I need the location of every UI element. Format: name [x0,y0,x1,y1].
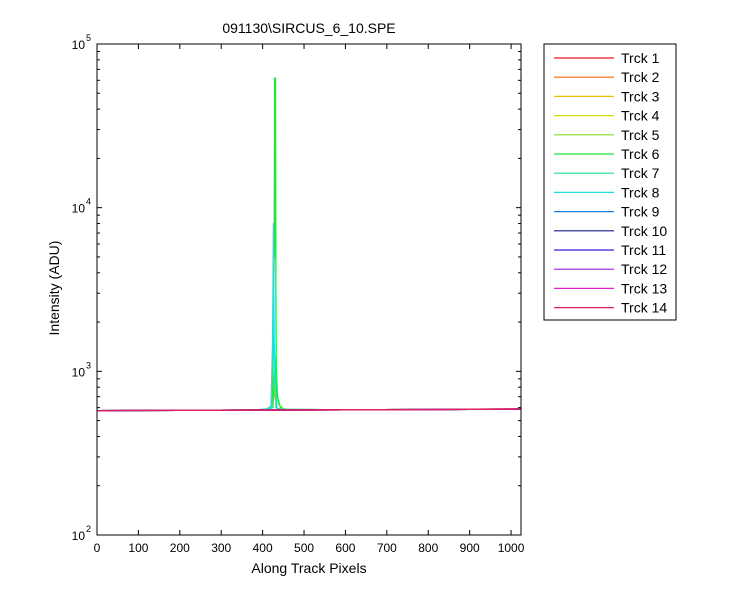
y-tick-exponent: 2 [86,524,91,534]
y-axis-label: Intensity (ADU) [46,241,62,336]
legend-label-7: Trck 7 [621,165,660,181]
legend: Trck 1 Trck 2 Trck 3 Trck 4 Trck 5 Trck 6 Trck… [543,43,677,321]
x-tick-label: 300 [211,541,231,555]
x-tick-label: 700 [377,541,397,555]
y-tick-label: 10 [72,202,86,216]
x-tick-label: 400 [253,541,273,555]
legend-label-10: Trck 10 [621,223,667,239]
y-tick-label: 10 [72,38,86,52]
series-line-14 [96,408,522,412]
legend-label-5: Trck 5 [621,127,660,143]
legend-label-6: Trck 6 [621,146,660,162]
legend-box [543,43,677,321]
legend-label-3: Trck 3 [621,88,660,104]
series-layer [96,77,522,412]
x-axis-label: Along Track Pixels [251,560,366,576]
x-tick-label: 600 [335,541,355,555]
legend-label-14: Trck 14 [621,300,667,316]
legend-label-8: Trck 8 [621,184,660,200]
legend-label-12: Trck 12 [621,261,667,277]
legend-label-4: Trck 4 [621,108,660,124]
legend-label-2: Trck 2 [621,69,660,85]
x-tick-label: 100 [128,541,148,555]
legend-label-9: Trck 9 [621,204,660,220]
legend-entries: Trck 1 Trck 2 Trck 3 Trck 4 Trck 5 Trck 6 Trck… [554,50,667,316]
y-tick-exponent: 4 [86,197,91,207]
x-tick-label: 900 [460,541,480,555]
plot-frame [96,43,522,536]
y-tick-label: 10 [72,529,86,543]
x-tick-label: 1000 [498,541,525,555]
y-tick-exponent: 5 [86,33,91,43]
x-tick-label: 500 [294,541,314,555]
x-tick-label: 200 [170,541,190,555]
y-tick-label: 10 [72,365,86,379]
x-tick-label: 0 [94,541,101,555]
y-tick-exponent: 3 [86,360,91,370]
legend-label-11: Trck 11 [621,242,666,258]
legend-label-13: Trck 13 [621,280,667,296]
chart-title: 091130\SIRCUS_6_10.SPE [222,20,395,36]
x-tick-label: 800 [418,541,438,555]
plot-area [97,44,521,535]
legend-label-1: Trck 1 [621,50,660,66]
